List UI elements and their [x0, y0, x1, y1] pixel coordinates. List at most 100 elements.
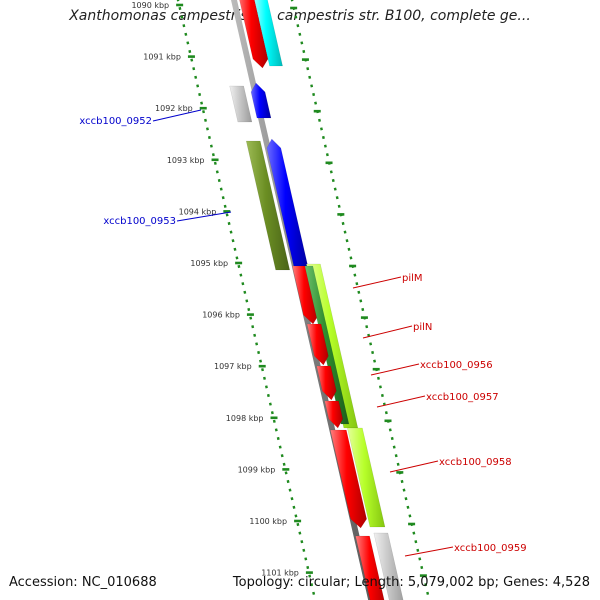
tick-rail-dot	[225, 213, 229, 217]
tick-rail-dot	[306, 565, 310, 570]
tick-rail-dot	[378, 385, 382, 389]
tick-rail-dot	[188, 49, 192, 54]
tick-label-kbp: 1094 kbp	[179, 207, 217, 216]
tick-rail-dot	[192, 67, 196, 71]
tick-rail-dot	[312, 591, 316, 595]
tick-rail-dot	[402, 488, 406, 492]
tick-rail-dot	[241, 282, 245, 286]
tick-rail-dot	[308, 75, 312, 79]
gene-label-xccb100_0957[interactable]: xccb100_0957	[426, 392, 499, 403]
tick-rail-dot	[278, 445, 282, 449]
tick-rail-dot	[331, 178, 335, 183]
tick-rail-dot	[373, 359, 377, 363]
tick-label-kbp: 1100 kbp	[249, 517, 287, 526]
gene-label-xccb100_0953[interactable]: xccb100_0953	[103, 216, 176, 227]
feature-layer[interactable]	[229, 0, 406, 600]
cds-xccb100-0952[interactable]	[250, 82, 272, 119]
tick-rail-dot	[235, 256, 239, 260]
gene-leader-line	[362, 325, 413, 339]
label-layer: xccb100_0952 xccb100_0953 pilM pilN xccb100_…	[79, 109, 527, 557]
tick-rail-dot	[306, 67, 310, 71]
gene-label-pilm[interactable]: pilM	[402, 273, 423, 284]
tick-rail-dot	[274, 428, 278, 432]
tick-rail-dot	[276, 436, 280, 441]
gene-leader-line	[389, 460, 439, 473]
tick-rail-dot	[257, 350, 261, 355]
tick-label-kbp: 1091 kbp	[143, 53, 181, 62]
gene-label-xccb100_0958[interactable]: xccb100_0958	[439, 457, 512, 468]
tick-rail-dot	[310, 84, 314, 88]
tick-rail-dot	[341, 221, 345, 226]
cds-gray-0951[interactable]	[229, 85, 253, 123]
cds-xccb100-0956[interactable]	[316, 365, 337, 401]
tick-label-kbp: 1099 kbp	[238, 465, 276, 474]
tick-rail-dot	[294, 514, 298, 518]
tick-rail-dot	[296, 24, 300, 28]
tick-rail-dot	[182, 24, 186, 28]
tick-rail-dot	[178, 6, 182, 11]
tick-rail-dot	[213, 161, 217, 165]
tick-rail-dot	[245, 299, 249, 303]
tick-layer: 1090 kbp 1091 kbp 1092 kbp 1093 kbp 1094 kbp…	[131, 0, 430, 595]
tick-rail-dot	[416, 548, 420, 552]
tick-rail-dot	[414, 540, 418, 544]
cds-bottom-red[interactable]	[355, 535, 387, 600]
cds-xccb100-0957[interactable]	[324, 400, 344, 429]
tick-rail-dot	[184, 32, 188, 36]
gene-label-xccb100_0952[interactable]: xccb100_0952	[79, 116, 152, 127]
cds-0958-rev[interactable]	[329, 429, 367, 529]
tick-rail-dot	[361, 307, 365, 312]
tick-rail-dot	[318, 118, 321, 122]
tick-rail-dot	[300, 540, 304, 544]
tick-rail-dot	[219, 187, 223, 191]
tick-rail-dot	[290, 0, 294, 2]
tick-rail-dot	[263, 376, 266, 380]
gene-label-piln[interactable]: pilN	[413, 322, 432, 333]
tick-rail-dot	[314, 101, 318, 105]
tick-rail-dot	[359, 299, 363, 303]
tick-rail-dot	[231, 239, 235, 243]
cds-0956-rev[interactable]	[306, 323, 329, 366]
cds-olive-0953a[interactable]	[245, 140, 291, 271]
tick-rail-dot	[426, 591, 430, 595]
gene-label-xccb100_0956[interactable]: xccb100_0956	[420, 360, 493, 371]
cds-xccb100-0958[interactable]	[347, 427, 386, 528]
tick-rail-dot	[264, 385, 268, 389]
tick-rail-dot	[259, 359, 263, 363]
cds-cyan-top[interactable]	[252, 0, 283, 67]
tick-rail-dot	[233, 247, 237, 251]
cds-xccb100-0959[interactable]	[373, 532, 406, 600]
tick-rail-dot	[207, 135, 211, 140]
genome-summary-text: Topology: circular; Length: 5,079,002 bp…	[232, 575, 590, 590]
tick-rail-dot	[396, 462, 400, 466]
tick-rail-dot	[221, 196, 225, 200]
tick-rail-dot	[392, 445, 396, 449]
tick-rail-dot	[223, 204, 227, 208]
gene-leader-line	[376, 395, 426, 408]
tick-rail-dot	[353, 273, 357, 277]
tick-rail-dot	[325, 153, 329, 157]
gene-leader-line	[176, 211, 232, 222]
tick-rail-dot	[365, 325, 369, 329]
tick-rail-dot	[180, 15, 184, 19]
tick-rail-dot	[388, 428, 392, 432]
tick-rail-dot	[251, 325, 255, 329]
cds-forward-top[interactable]	[237, 0, 269, 69]
tick-rail-dot	[270, 411, 274, 415]
tick-rail-dot	[349, 256, 353, 260]
gene-label-xccb100_0959[interactable]: xccb100_0959	[454, 543, 527, 554]
gene-leader-line	[370, 363, 420, 376]
tick-rail-dot	[268, 402, 272, 406]
tick-rail-dot	[217, 178, 221, 183]
tick-rail-dot	[406, 505, 410, 509]
tick-rail-dot	[412, 531, 416, 535]
tick-rail-dot	[343, 230, 347, 234]
tick-label-kbp: 1096 kbp	[202, 311, 240, 320]
tick-rail-dot	[321, 135, 325, 140]
tick-rail-dot	[239, 273, 243, 277]
tick-rail-dot	[176, 0, 180, 2]
tick-rail-dot	[308, 574, 312, 578]
tick-rail-dot	[420, 565, 424, 570]
tick-rail-dot	[377, 376, 380, 380]
